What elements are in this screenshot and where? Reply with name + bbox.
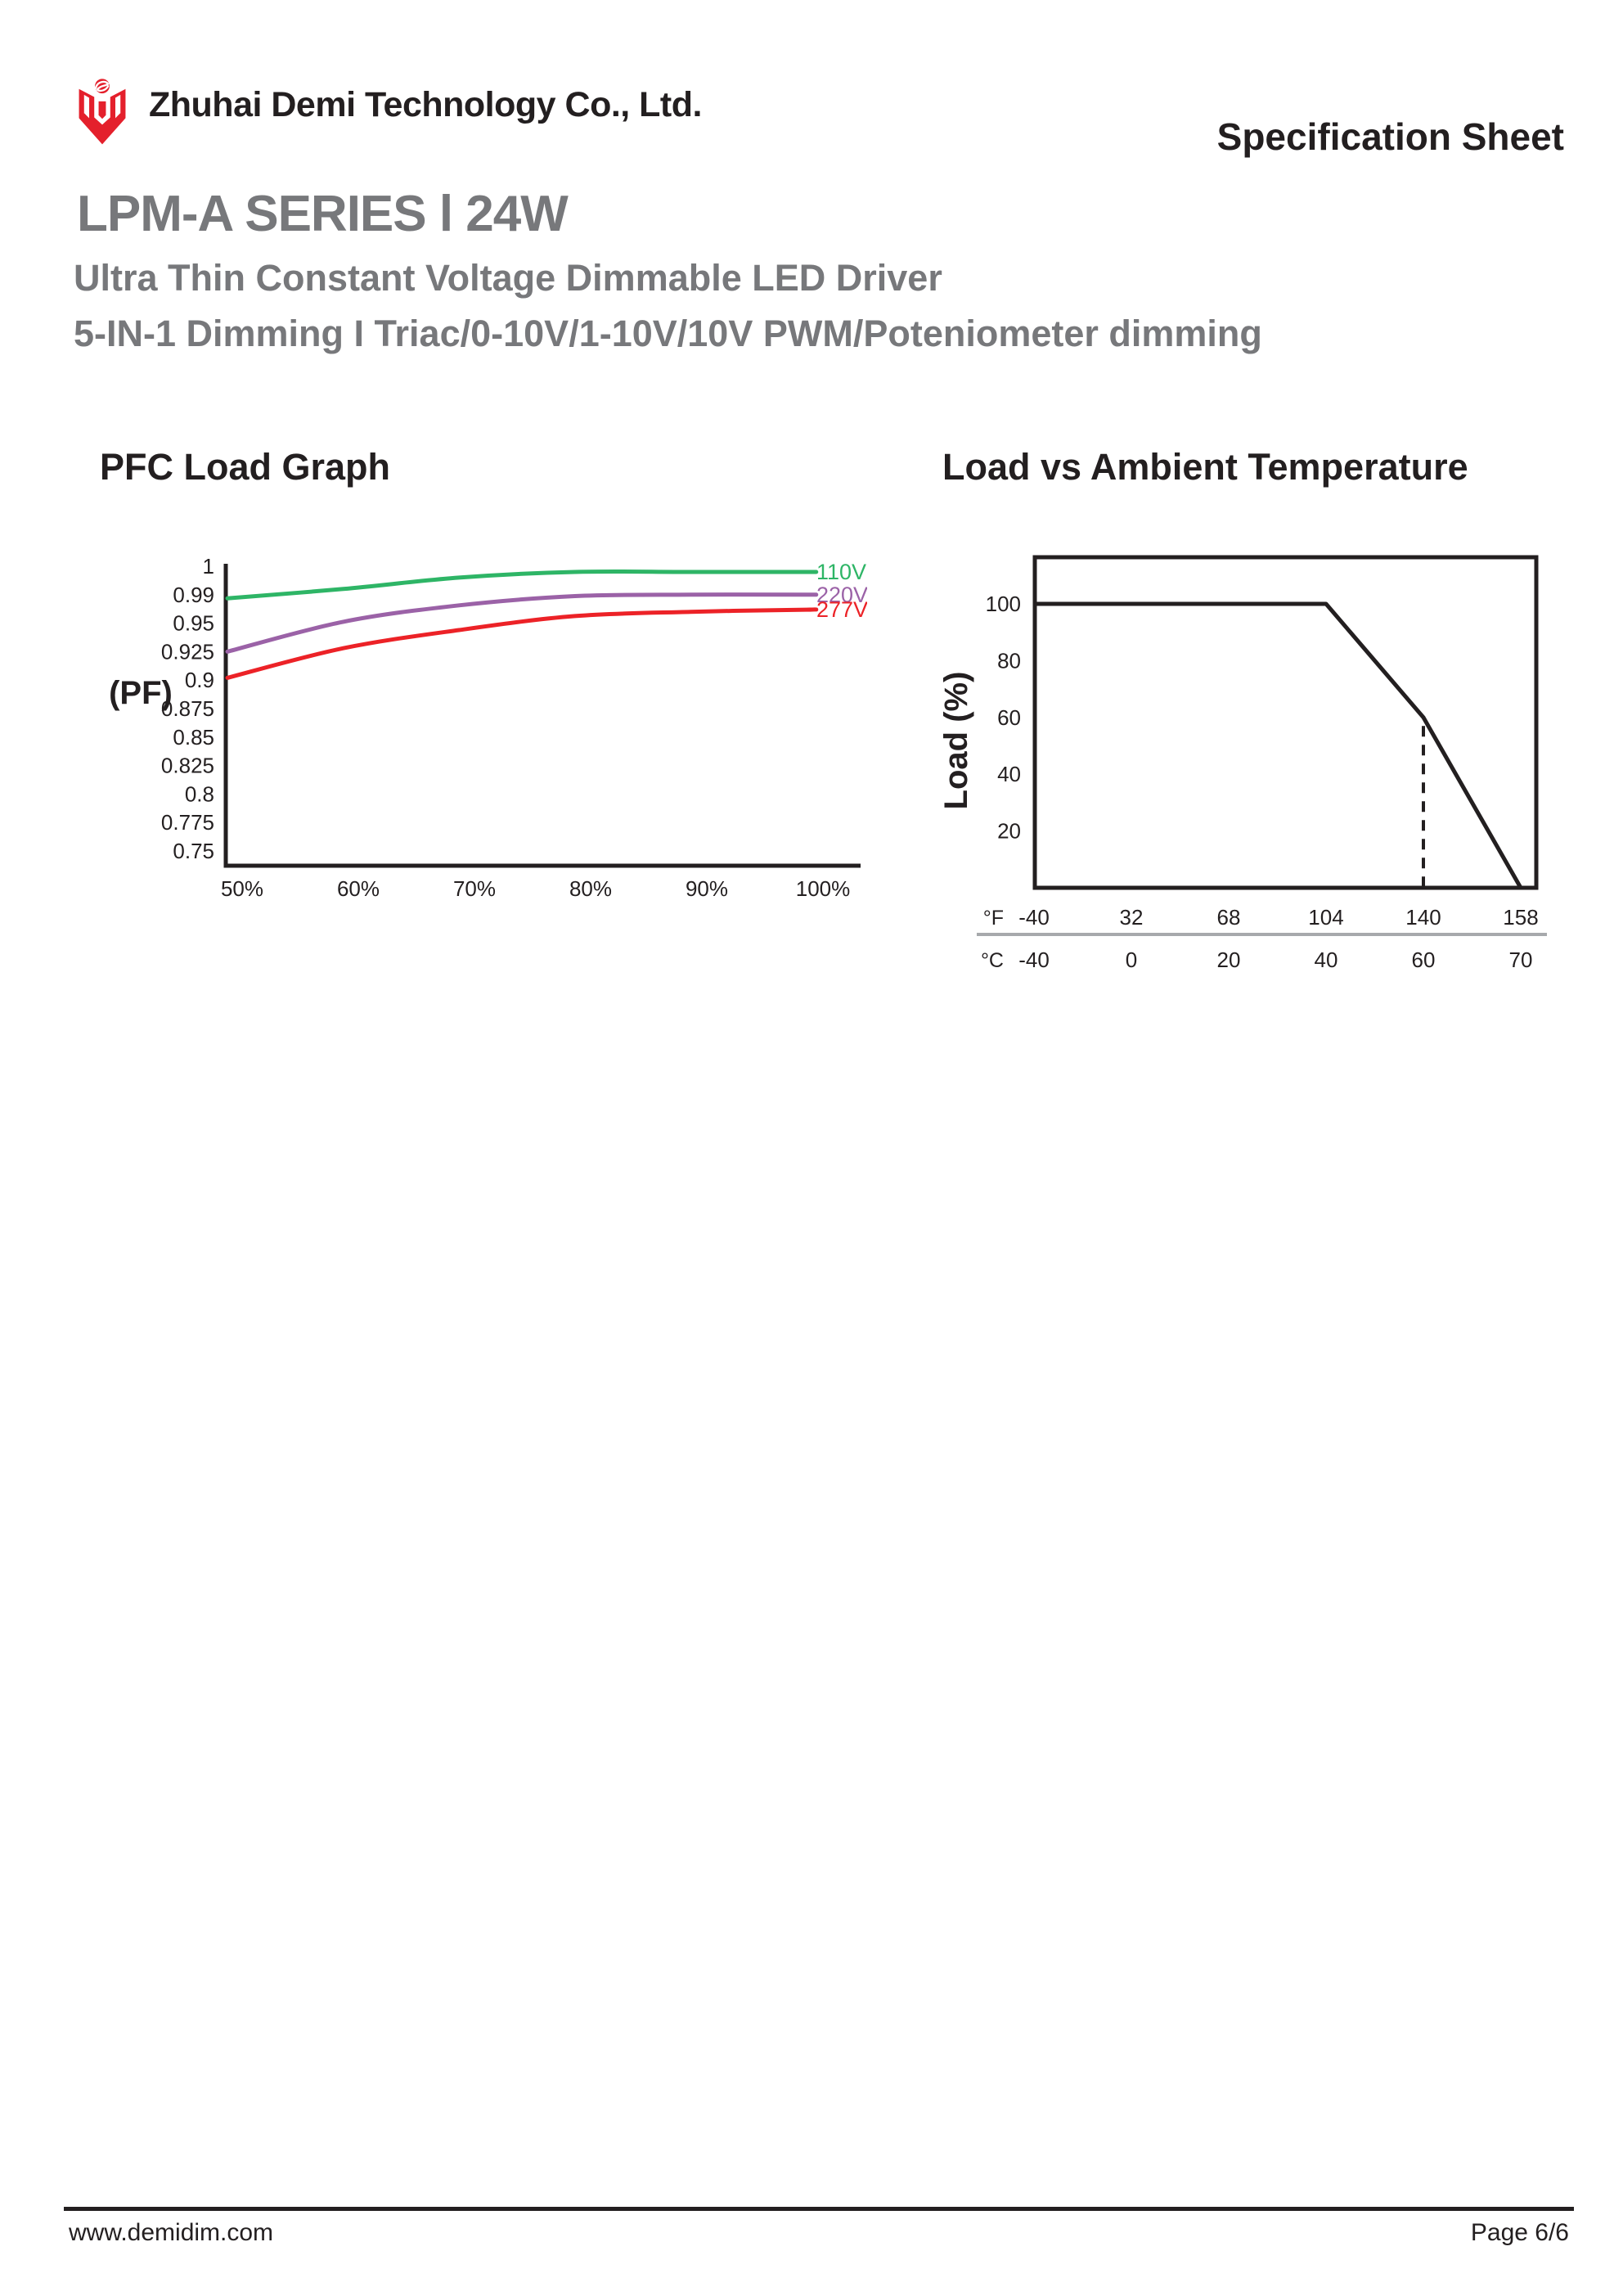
- load-x-tick-label: 70: [1509, 948, 1533, 972]
- pfc-x-tick-label: 90%: [686, 876, 728, 901]
- logo-s-wave: [94, 80, 110, 92]
- pfc-x-tick-label: 70%: [453, 876, 496, 901]
- company-name: Zhuhai Demi Technology Co., Ltd.: [149, 85, 702, 124]
- load-x-tick-label: 60: [1412, 948, 1436, 972]
- load-x-tick-label: 158: [1503, 905, 1538, 930]
- logo-stem: [98, 101, 106, 119]
- logo-shield: [79, 88, 126, 145]
- load-temp-chart-heading: Load vs Ambient Temperature: [942, 446, 1468, 488]
- load-y-tick-label: 40: [997, 762, 1021, 786]
- load-derating-line: [1035, 601, 1523, 889]
- pfc-series-line-277V: [225, 607, 819, 680]
- pfc-legend-label-110V: 110V: [816, 560, 866, 584]
- load-x-tick-label: 104: [1308, 905, 1343, 930]
- footer-page-number: Page 6/6: [1470, 2219, 1569, 2246]
- pfc-x-tick-label: 100%: [796, 876, 851, 901]
- pfc-y-tick-label: 0.75: [173, 839, 214, 863]
- load-x-tick-label: 0: [1126, 948, 1137, 972]
- load-y-tick-label: 80: [997, 648, 1021, 673]
- load-x-axis-unit: °F: [983, 907, 1004, 930]
- load-y-axis-title: Load (%): [938, 672, 974, 810]
- load-y-tick-label: 60: [997, 705, 1021, 730]
- load-y-tick-label: 100: [986, 592, 1021, 616]
- pfc-y-tick-label: 0.85: [173, 725, 214, 750]
- footer-divider: [64, 2207, 1574, 2211]
- pfc-y-tick-label: 1: [203, 554, 214, 579]
- pfc-x-tick-label: 80%: [569, 876, 612, 901]
- pfc-y-tick-label: 0.9: [185, 668, 214, 692]
- pfc-series-line-110V: [225, 569, 819, 601]
- product-subtitle-line2: 5-IN-1 Dimming I Triac/0-10V/1-10V/10V P…: [74, 313, 1262, 354]
- pfc-y-tick-label: 0.8: [185, 781, 214, 806]
- pfc-axes: [223, 564, 861, 868]
- load-x-tick-label: 140: [1405, 905, 1441, 930]
- pfc-y-tick-label: 0.775: [161, 810, 214, 835]
- pfc-y-tick-label: 0.925: [161, 639, 214, 664]
- load-x-tick-label: 20: [1217, 948, 1241, 972]
- pfc-legend-label-277V: 277V: [816, 597, 867, 622]
- pfc-y-tick-label: 0.95: [173, 611, 214, 636]
- logo-slot-left: [83, 94, 89, 119]
- pfc-y-tick-label: 0.825: [161, 754, 214, 778]
- sheet-title: Specification Sheet: [1216, 115, 1564, 158]
- logo-slot-right: [115, 94, 121, 119]
- load-x-axis-unit: °C: [981, 949, 1004, 972]
- company-logo: [79, 77, 126, 145]
- load-x-tick-label: 32: [1120, 905, 1144, 930]
- pfc-x-tick-label: 50%: [221, 876, 263, 901]
- load-vs-temperature-chart: 100 80 60 40 20 Load (%) °F -40 32 68 104 140 158 °C -…: [924, 532, 1603, 990]
- pfc-y-axis-title: (PF): [109, 675, 173, 711]
- pfc-load-chart-svg: 1 0.99 0.95 0.925 0.9 0.875 0.85 0.825 0.8 0.775 0…: [109, 554, 868, 901]
- product-title: LPM-A SERIES l 24W: [77, 186, 569, 242]
- load-y-tick-label: 20: [997, 819, 1021, 844]
- pfc-y-tick-label: 0.875: [161, 696, 214, 721]
- load-x-tick-label: -40: [1018, 948, 1050, 972]
- product-subtitle-line1: Ultra Thin Constant Voltage Dimmable LED…: [74, 257, 942, 299]
- load-x-tick-label: 68: [1217, 905, 1241, 930]
- load-chart-border: [1032, 555, 1539, 890]
- load-x-tick-label: 40: [1315, 948, 1338, 972]
- load-vs-temperature-chart-svg: 100 80 60 40 20 Load (%) °F -40 32 68 104 140 158 °C -…: [938, 555, 1547, 972]
- pfc-legend-label-220V: 220V: [816, 583, 867, 607]
- pfc-chart-heading: PFC Load Graph: [100, 446, 391, 488]
- pfc-x-tick-label: 60%: [337, 876, 380, 901]
- pfc-series-line-220V: [225, 592, 819, 654]
- load-x-tick-label: -40: [1018, 905, 1050, 930]
- footer-website: www.demidim.com: [69, 2219, 274, 2246]
- pfc-load-chart: 1 0.99 0.95 0.925 0.9 0.875 0.85 0.825 0.8 0.775 0…: [49, 540, 868, 916]
- pfc-y-tick-label: 0.99: [173, 583, 214, 607]
